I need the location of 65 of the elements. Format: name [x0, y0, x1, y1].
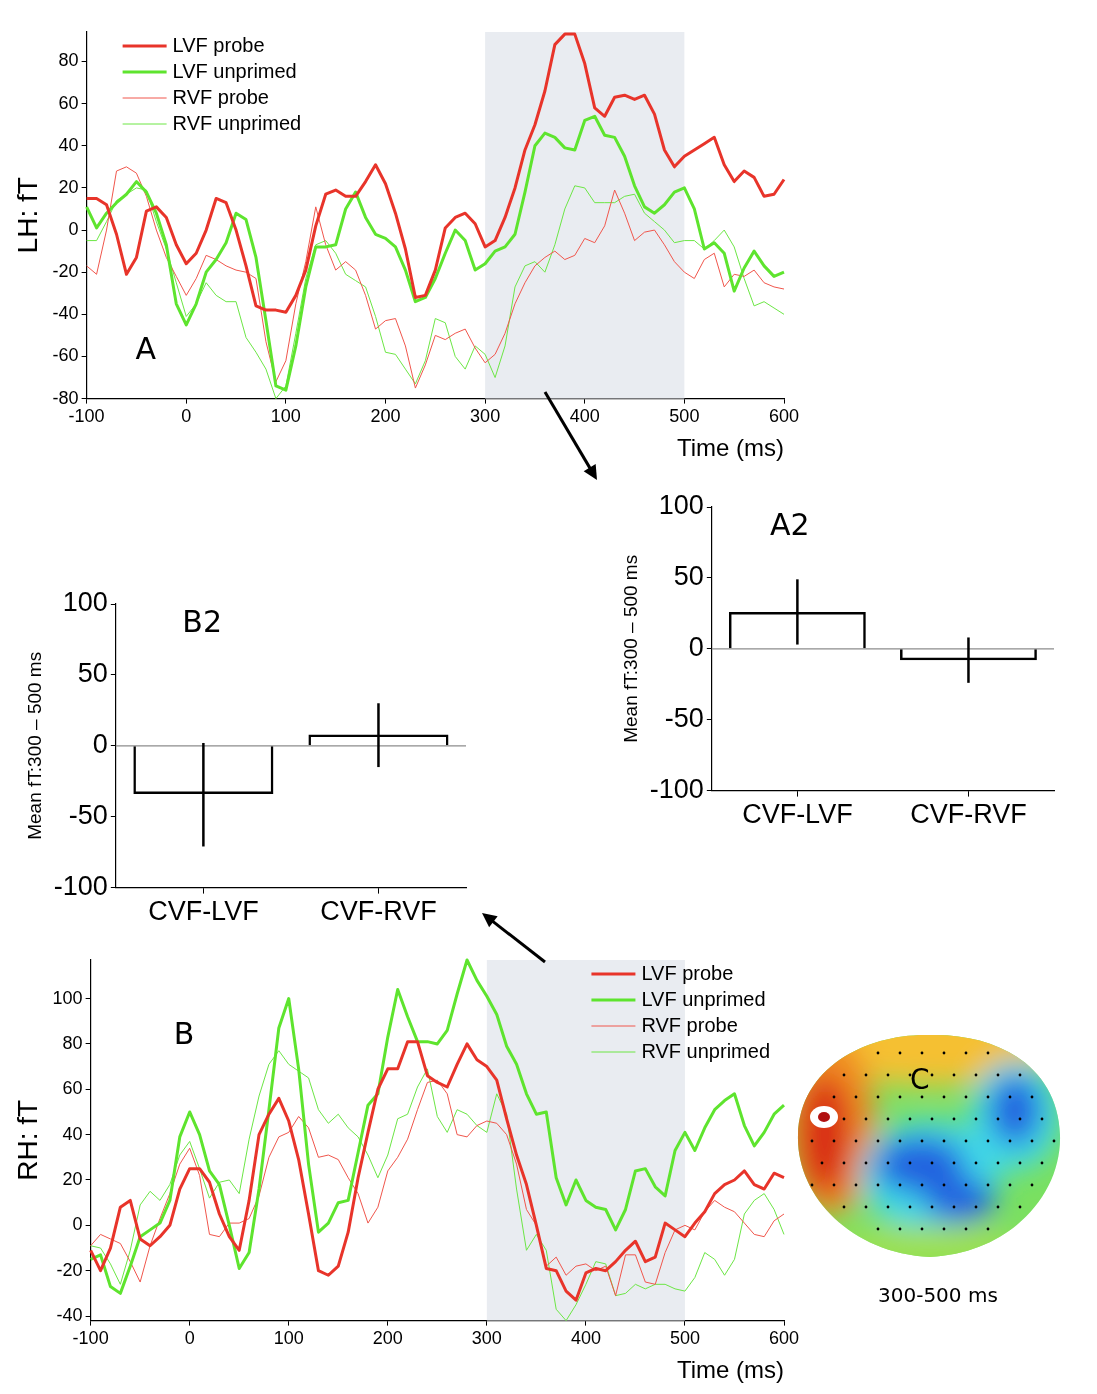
- legend-label: LVF probe: [641, 961, 734, 984]
- y-axis-title: Mean fT:300 – 500 ms: [619, 554, 641, 743]
- legend-label: LVF unprimed: [641, 987, 766, 1010]
- x-tick-label: 600: [768, 1328, 800, 1349]
- y-tick-label: -100: [53, 871, 108, 902]
- y-axis-title: RH: fT: [11, 1099, 43, 1181]
- legend-label: RVF unprimed: [172, 111, 302, 134]
- x-tick-label: CVF-RVF: [910, 799, 1027, 830]
- y-tick-label: 50: [673, 561, 704, 592]
- y-tick-label: 80: [62, 1032, 83, 1053]
- y-tick-label: -50: [68, 800, 108, 831]
- y-tick-label: -100: [649, 774, 704, 805]
- legend-label: LVF unprimed: [172, 59, 297, 82]
- legend-label: RVF probe: [641, 1013, 738, 1036]
- y-tick-label: -50: [664, 703, 704, 734]
- x-tick-label: 200: [372, 1328, 403, 1349]
- text: C: [910, 1063, 930, 1096]
- x-tick-label: 300: [471, 1328, 502, 1349]
- y-tick-label: 40: [62, 1123, 83, 1144]
- legend-label: RVF unprimed: [641, 1039, 770, 1062]
- x-tick-label: CVF-LVF: [742, 799, 853, 830]
- y-tick-label: 100: [658, 490, 704, 521]
- y-tick-label: 20: [62, 1168, 83, 1189]
- y-axis-title: LH: fT: [11, 177, 43, 254]
- legend-label: LVF probe: [172, 33, 265, 56]
- x-tick-label: 500: [669, 406, 700, 427]
- y-tick-label: 0: [72, 1214, 83, 1235]
- x-tick-label: 300: [470, 406, 501, 427]
- y-tick-label: 100: [62, 587, 108, 618]
- x-tick-label: 100: [273, 1328, 304, 1349]
- x-tick-label: 0: [184, 1328, 195, 1349]
- y-tick-label: -20: [52, 261, 79, 282]
- legend-label: RVF probe: [172, 85, 269, 108]
- y-tick-label: -60: [52, 345, 79, 366]
- y-tick-label: 50: [77, 658, 108, 689]
- x-axis-title: Time (ms): [676, 434, 784, 462]
- y-tick-label: 40: [58, 134, 79, 155]
- y-tick-label: 60: [58, 92, 79, 113]
- x-tick-label: 200: [370, 406, 401, 427]
- y-tick-label: 100: [52, 987, 83, 1008]
- y-tick-label: -40: [56, 1305, 83, 1326]
- y-tick-label: 80: [58, 50, 79, 71]
- x-tick-label: 600: [768, 406, 800, 427]
- y-tick-label: -40: [52, 303, 79, 324]
- y-tick-label: 60: [62, 1078, 83, 1099]
- y-tick-label: 0: [68, 219, 79, 240]
- annotation: A: [135, 330, 157, 366]
- x-tick-label: CVF-RVF: [320, 896, 437, 927]
- y-tick-label: 20: [58, 176, 79, 197]
- x-tick-label: 0: [181, 406, 192, 427]
- annotation: A2: [770, 506, 810, 542]
- annotation: B: [173, 1015, 195, 1051]
- x-axis-title: Time (ms): [676, 1356, 784, 1384]
- x-tick-label: 100: [270, 406, 301, 427]
- y-tick-label: 0: [688, 632, 704, 663]
- x-tick-label: 400: [569, 406, 600, 427]
- x-tick-label: 500: [669, 1328, 700, 1349]
- y-tick-label: -80: [52, 387, 79, 408]
- annotation: B2: [182, 603, 223, 639]
- y-tick-label: -20: [56, 1259, 83, 1280]
- x-tick-label: CVF-LVF: [148, 896, 259, 927]
- y-tick-label: 0: [92, 729, 108, 760]
- y-axis-title: Mean fT:300 – 500 ms: [23, 651, 45, 840]
- text: 300-500 ms: [878, 1283, 998, 1307]
- x-tick-label: 400: [570, 1328, 601, 1349]
